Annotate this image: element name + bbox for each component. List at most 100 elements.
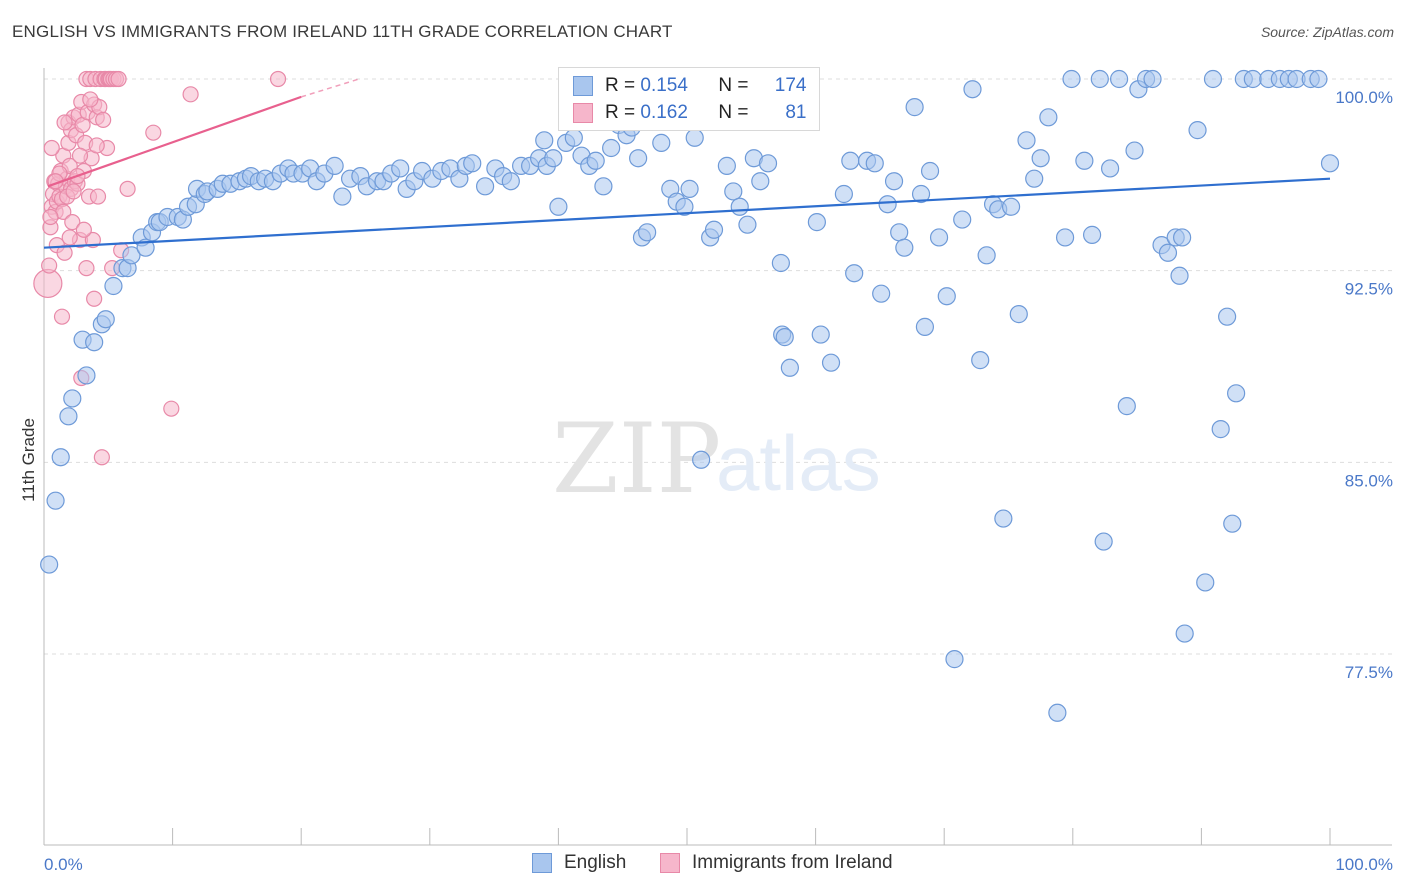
english-point <box>994 509 1013 528</box>
x-tick-label-max: 100.0% <box>1335 855 1393 874</box>
english-point <box>780 358 799 377</box>
english-point <box>953 210 972 229</box>
english-point <box>675 197 694 216</box>
english-point <box>717 156 736 175</box>
english-point <box>1223 514 1242 533</box>
legend-ireland-n-label: N = <box>718 102 749 123</box>
tick-labels: 100.0% 92.5% 85.0% 77.5% 0.0% 100.0% <box>44 88 1393 874</box>
english-point <box>821 353 841 372</box>
ireland-point <box>65 183 82 200</box>
english-point <box>629 149 648 168</box>
legend-box: R = 0.154 N = 174 R = 0.162 N = 81 <box>558 67 820 131</box>
english-point <box>122 246 141 265</box>
english-point <box>1196 573 1215 592</box>
legend-swatch-ireland <box>573 103 593 123</box>
english-point <box>475 177 495 196</box>
watermark: ZIP atlas <box>552 403 881 515</box>
english-point <box>85 333 104 352</box>
bottom-legend-ireland-label: Immigrants from Ireland <box>692 852 893 873</box>
english-point <box>905 98 924 117</box>
bottom-legend-english: English <box>532 852 626 874</box>
legend-english-n-label: N = <box>718 75 749 96</box>
english-point <box>46 491 65 510</box>
english-point <box>1039 108 1058 127</box>
english-point <box>1001 197 1021 216</box>
english-point <box>680 179 699 198</box>
english-point <box>638 223 657 242</box>
english-point <box>1218 307 1237 326</box>
english-point <box>937 287 956 306</box>
ireland-point <box>61 229 78 246</box>
english-point <box>59 407 78 426</box>
bottom-legend-swatch-ireland <box>660 853 680 873</box>
ireland-point <box>86 290 103 307</box>
english-point <box>1188 121 1207 140</box>
chart-title: ENGLISH VS IMMIGRANTS FROM IRELAND 11TH … <box>12 22 673 41</box>
english-point <box>1158 243 1178 262</box>
watermark-atlas: atlas <box>716 419 881 507</box>
english-point <box>945 650 964 669</box>
english-point <box>1143 69 1162 89</box>
ireland-points <box>33 70 287 466</box>
chart-source: Source: ZipAtlas.com <box>1260 24 1394 40</box>
ireland-point <box>42 208 59 226</box>
english-point <box>841 151 860 170</box>
english-points <box>40 69 1340 722</box>
english-point <box>1203 69 1223 89</box>
ireland-point <box>43 139 60 157</box>
ireland-point <box>88 137 105 154</box>
english-point <box>911 184 931 204</box>
english-point <box>692 450 711 469</box>
english-point <box>1211 420 1230 439</box>
ireland-point <box>110 70 127 88</box>
legend-row-ireland: R = 0.162 N = 81 <box>573 101 807 125</box>
english-point <box>845 264 864 283</box>
english-point <box>594 177 613 196</box>
ireland-point <box>89 188 107 205</box>
english-point <box>1025 169 1044 188</box>
english-point <box>104 276 123 296</box>
english-point <box>775 328 794 347</box>
ireland-point <box>33 268 63 299</box>
english-point <box>1062 69 1081 89</box>
english-point <box>463 154 482 173</box>
english-point <box>325 156 344 175</box>
english-point <box>971 351 990 370</box>
english-point <box>1094 532 1113 551</box>
ireland-point <box>95 111 112 128</box>
english-point <box>1125 141 1144 160</box>
ireland-point <box>41 257 58 274</box>
english-point <box>1048 703 1067 722</box>
ireland-point <box>71 147 89 164</box>
bottom-legend-english-label: English <box>564 852 627 873</box>
english-point <box>1055 228 1075 247</box>
y-tick-label: 77.5% <box>1345 663 1393 682</box>
y-tick-label: 85.0% <box>1345 471 1393 490</box>
english-point <box>730 197 749 216</box>
english-point <box>1170 266 1189 285</box>
english-point <box>63 389 82 408</box>
english-point <box>811 325 830 344</box>
ireland-point <box>56 114 73 131</box>
legend-english-r-label: R = <box>605 75 636 96</box>
english-point <box>1031 149 1050 168</box>
english-point <box>878 195 897 214</box>
english-point <box>920 161 940 181</box>
english-point <box>865 154 884 173</box>
english-point <box>758 154 778 173</box>
english-point <box>544 149 563 168</box>
legend-ireland-r-value: 0.162 <box>640 102 688 123</box>
english-point <box>1109 69 1129 89</box>
ireland-point <box>78 260 95 277</box>
english-point <box>40 555 59 574</box>
ireland-point <box>93 449 110 466</box>
x-tick-label-min: 0.0% <box>44 855 83 874</box>
english-point <box>807 213 826 232</box>
legend-ireland-n-value: 81 <box>785 102 807 123</box>
legend-row-english: R = 0.154 N = 174 <box>573 74 807 98</box>
english-point <box>501 172 520 191</box>
english-point <box>1309 69 1328 89</box>
axis-layer <box>43 68 1392 846</box>
ireland-point <box>269 70 287 88</box>
